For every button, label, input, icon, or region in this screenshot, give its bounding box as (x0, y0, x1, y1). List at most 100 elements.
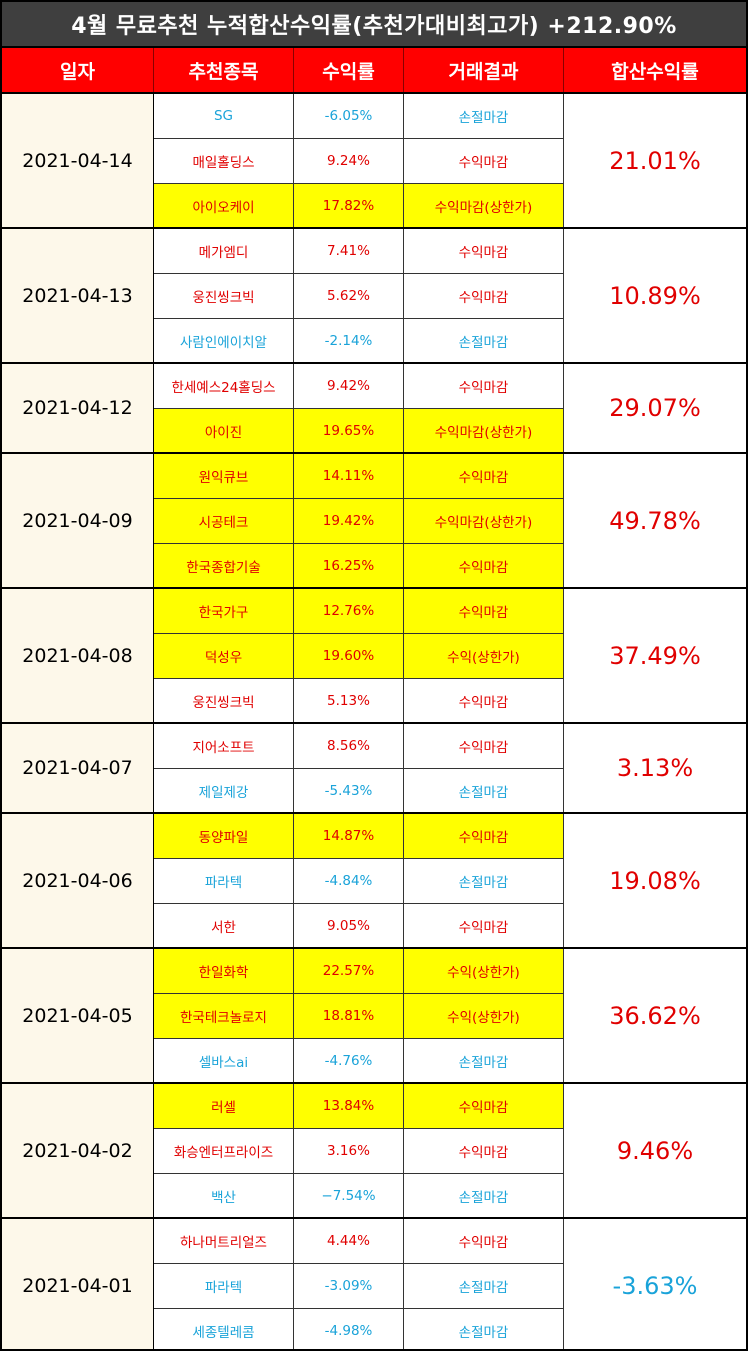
result-cell: 수익마감 (404, 724, 564, 768)
table-row: 백산 −7.54% 손절마감 (154, 1174, 564, 1217)
date-group: 2021-04-06 동양파일 14.87% 수익마감 파라텍 -4.84% 손절마감 서한 9… (2, 814, 746, 949)
header-date: 일자 (2, 48, 154, 92)
result-cell: 손절마감 (404, 859, 564, 903)
header-result: 거래결과 (404, 48, 564, 92)
date-cell: 2021-04-13 (2, 229, 154, 362)
rate-cell: 22.57% (294, 949, 404, 993)
stock-name-cell: 화승엔터프라이즈 (154, 1129, 294, 1173)
rate-cell: 17.82% (294, 184, 404, 227)
date-cell: 2021-04-02 (2, 1084, 154, 1217)
stock-name-cell: 아이진 (154, 409, 294, 452)
result-cell: 수익마감 (404, 364, 564, 408)
result-cell: 손절마감 (404, 1309, 564, 1349)
result-cell: 손절마감 (404, 1264, 564, 1308)
date-group: 2021-04-09 원익큐브 14.11% 수익마감 시공테크 19.42% 수익마감(상… (2, 454, 746, 589)
rate-cell: 18.81% (294, 994, 404, 1038)
rate-cell: 16.25% (294, 544, 404, 587)
rate-cell: 9.42% (294, 364, 404, 408)
cumulative-return-cell: 36.62% (564, 949, 746, 1082)
result-cell: 수익마감 (404, 1129, 564, 1173)
table-row: 사람인에이치알 -2.14% 손절마감 (154, 319, 564, 362)
table-row: 매일홀딩스 9.24% 수익마감 (154, 139, 564, 184)
result-cell: 수익마감 (404, 139, 564, 183)
table-row: 세종텔레콤 -4.98% 손절마감 (154, 1309, 564, 1349)
stock-name-cell: 세종텔레콤 (154, 1309, 294, 1349)
table-row: 러셀 13.84% 수익마감 (154, 1084, 564, 1129)
stock-name-cell: 셀바스ai (154, 1039, 294, 1082)
cumulative-return-cell: 3.13% (564, 724, 746, 812)
header-row: 일자 추천종목 수익률 거래결과 합산수익률 (2, 48, 746, 94)
rate-cell: -4.98% (294, 1309, 404, 1349)
table-row: 서한 9.05% 수익마감 (154, 904, 564, 947)
table-row: 제일제강 -5.43% 손절마감 (154, 769, 564, 812)
result-cell: 수익(상한가) (404, 634, 564, 678)
table-row: 화승엔터프라이즈 3.16% 수익마감 (154, 1129, 564, 1174)
result-cell: 수익마감 (404, 589, 564, 633)
stock-name-cell: 한국가구 (154, 589, 294, 633)
table-row: 메가엠디 7.41% 수익마감 (154, 229, 564, 274)
table-row: 파라텍 -4.84% 손절마감 (154, 859, 564, 904)
stock-name-cell: 시공테크 (154, 499, 294, 543)
result-cell: 손절마감 (404, 769, 564, 812)
rate-cell: -4.84% (294, 859, 404, 903)
stock-name-cell: 메가엠디 (154, 229, 294, 273)
date-cell: 2021-04-12 (2, 364, 154, 452)
result-cell: 손절마감 (404, 1039, 564, 1082)
header-total: 합산수익률 (611, 60, 699, 83)
rate-cell: 9.24% (294, 139, 404, 183)
cumulative-return-cell: 37.49% (564, 589, 746, 722)
table-row: 시공테크 19.42% 수익마감(상한가) (154, 499, 564, 544)
table-row: 하나머트리얼즈 4.44% 수익마감 (154, 1219, 564, 1264)
result-cell: 수익마감 (404, 1219, 564, 1263)
rate-cell: -6.05% (294, 94, 404, 138)
stock-name-cell: SG (154, 94, 294, 138)
table-title: 4월 무료추천 누적합산수익률(추천가대비최고가) +212.90% (2, 2, 746, 48)
stock-name-cell: 파라텍 (154, 1264, 294, 1308)
rate-cell: 14.87% (294, 814, 404, 858)
rate-cell: -2.14% (294, 319, 404, 362)
rate-cell: 7.41% (294, 229, 404, 273)
table-row: 셀바스ai -4.76% 손절마감 (154, 1039, 564, 1082)
header-stock: 추천종목 (154, 48, 294, 92)
result-cell: 수익마감(상한가) (404, 499, 564, 543)
cumulative-return-cell: 9.46% (564, 1084, 746, 1217)
result-cell: 수익마감 (404, 679, 564, 722)
rate-cell: -4.76% (294, 1039, 404, 1082)
result-cell: 손절마감 (404, 94, 564, 138)
cumulative-return-cell: 10.89% (564, 229, 746, 362)
result-cell: 수익마감 (404, 454, 564, 498)
rate-cell: -5.43% (294, 769, 404, 812)
stock-name-cell: 하나머트리얼즈 (154, 1219, 294, 1263)
rate-cell: 5.13% (294, 679, 404, 722)
stock-name-cell: 원익큐브 (154, 454, 294, 498)
cumulative-return-cell: 49.78% (564, 454, 746, 587)
table-row: 한일화학 22.57% 수익(상한가) (154, 949, 564, 994)
stock-name-cell: 웅진씽크빅 (154, 679, 294, 722)
cumulative-return-cell: 19.08% (564, 814, 746, 947)
stock-name-cell: 백산 (154, 1174, 294, 1217)
result-cell: 손절마감 (404, 319, 564, 362)
table-row: 지어소프트 8.56% 수익마감 (154, 724, 564, 769)
date-cell: 2021-04-08 (2, 589, 154, 722)
rate-cell: 19.42% (294, 499, 404, 543)
date-cell: 2021-04-06 (2, 814, 154, 947)
stock-name-cell: 파라텍 (154, 859, 294, 903)
table-row: 원익큐브 14.11% 수익마감 (154, 454, 564, 499)
rate-cell: 9.05% (294, 904, 404, 947)
result-cell: 수익마감 (404, 544, 564, 587)
result-cell: 수익마감 (404, 1084, 564, 1128)
rate-cell: 5.62% (294, 274, 404, 318)
stock-name-cell: 한국종합기술 (154, 544, 294, 587)
table-row: 아이오케이 17.82% 수익마감(상한가) (154, 184, 564, 227)
date-group: 2021-04-13 메가엠디 7.41% 수익마감 웅진씽크빅 5.62% 수익마감 사람인… (2, 229, 746, 364)
stock-name-cell: 사람인에이치알 (154, 319, 294, 362)
cumulative-return-cell: 21.01% (564, 94, 746, 227)
result-cell: 수익(상한가) (404, 949, 564, 993)
rate-cell: 8.56% (294, 724, 404, 768)
result-cell: 수익마감(상한가) (404, 184, 564, 227)
result-cell: 수익마감 (404, 229, 564, 273)
stock-name-cell: 한일화학 (154, 949, 294, 993)
stock-name-cell: 동양파일 (154, 814, 294, 858)
cumulative-return-cell: -3.63% (564, 1219, 746, 1349)
date-cell: 2021-04-07 (2, 724, 154, 812)
